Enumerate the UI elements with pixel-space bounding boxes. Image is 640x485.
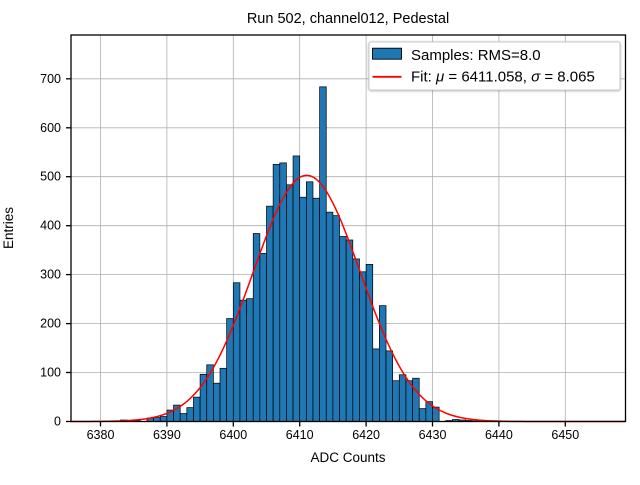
svg-text:500: 500: [40, 170, 61, 184]
svg-text:700: 700: [40, 72, 61, 86]
svg-text:6430: 6430: [419, 428, 447, 442]
svg-text:ADC Counts: ADC Counts: [310, 450, 385, 465]
svg-text:6450: 6450: [551, 428, 579, 442]
svg-text:6420: 6420: [352, 428, 380, 442]
svg-text:300: 300: [40, 268, 61, 282]
svg-text:400: 400: [40, 219, 61, 233]
svg-text:6440: 6440: [485, 428, 513, 442]
svg-text:6390: 6390: [153, 428, 181, 442]
svg-text:6400: 6400: [219, 428, 247, 442]
svg-text:100: 100: [40, 366, 61, 380]
svg-text:200: 200: [40, 317, 61, 331]
svg-text:6410: 6410: [286, 428, 314, 442]
svg-text:Samples: RMS=8.0: Samples: RMS=8.0: [411, 47, 541, 64]
svg-text:0: 0: [54, 415, 61, 429]
svg-text:6380: 6380: [87, 428, 115, 442]
svg-text:Run 502, channel012, Pedestal: Run 502, channel012, Pedestal: [247, 11, 449, 27]
svg-text:Fit: μ = 6411.058, σ = 8.065: Fit: μ = 6411.058, σ = 8.065: [411, 68, 595, 85]
svg-text:600: 600: [40, 121, 61, 135]
svg-text:Entries: Entries: [1, 207, 16, 249]
